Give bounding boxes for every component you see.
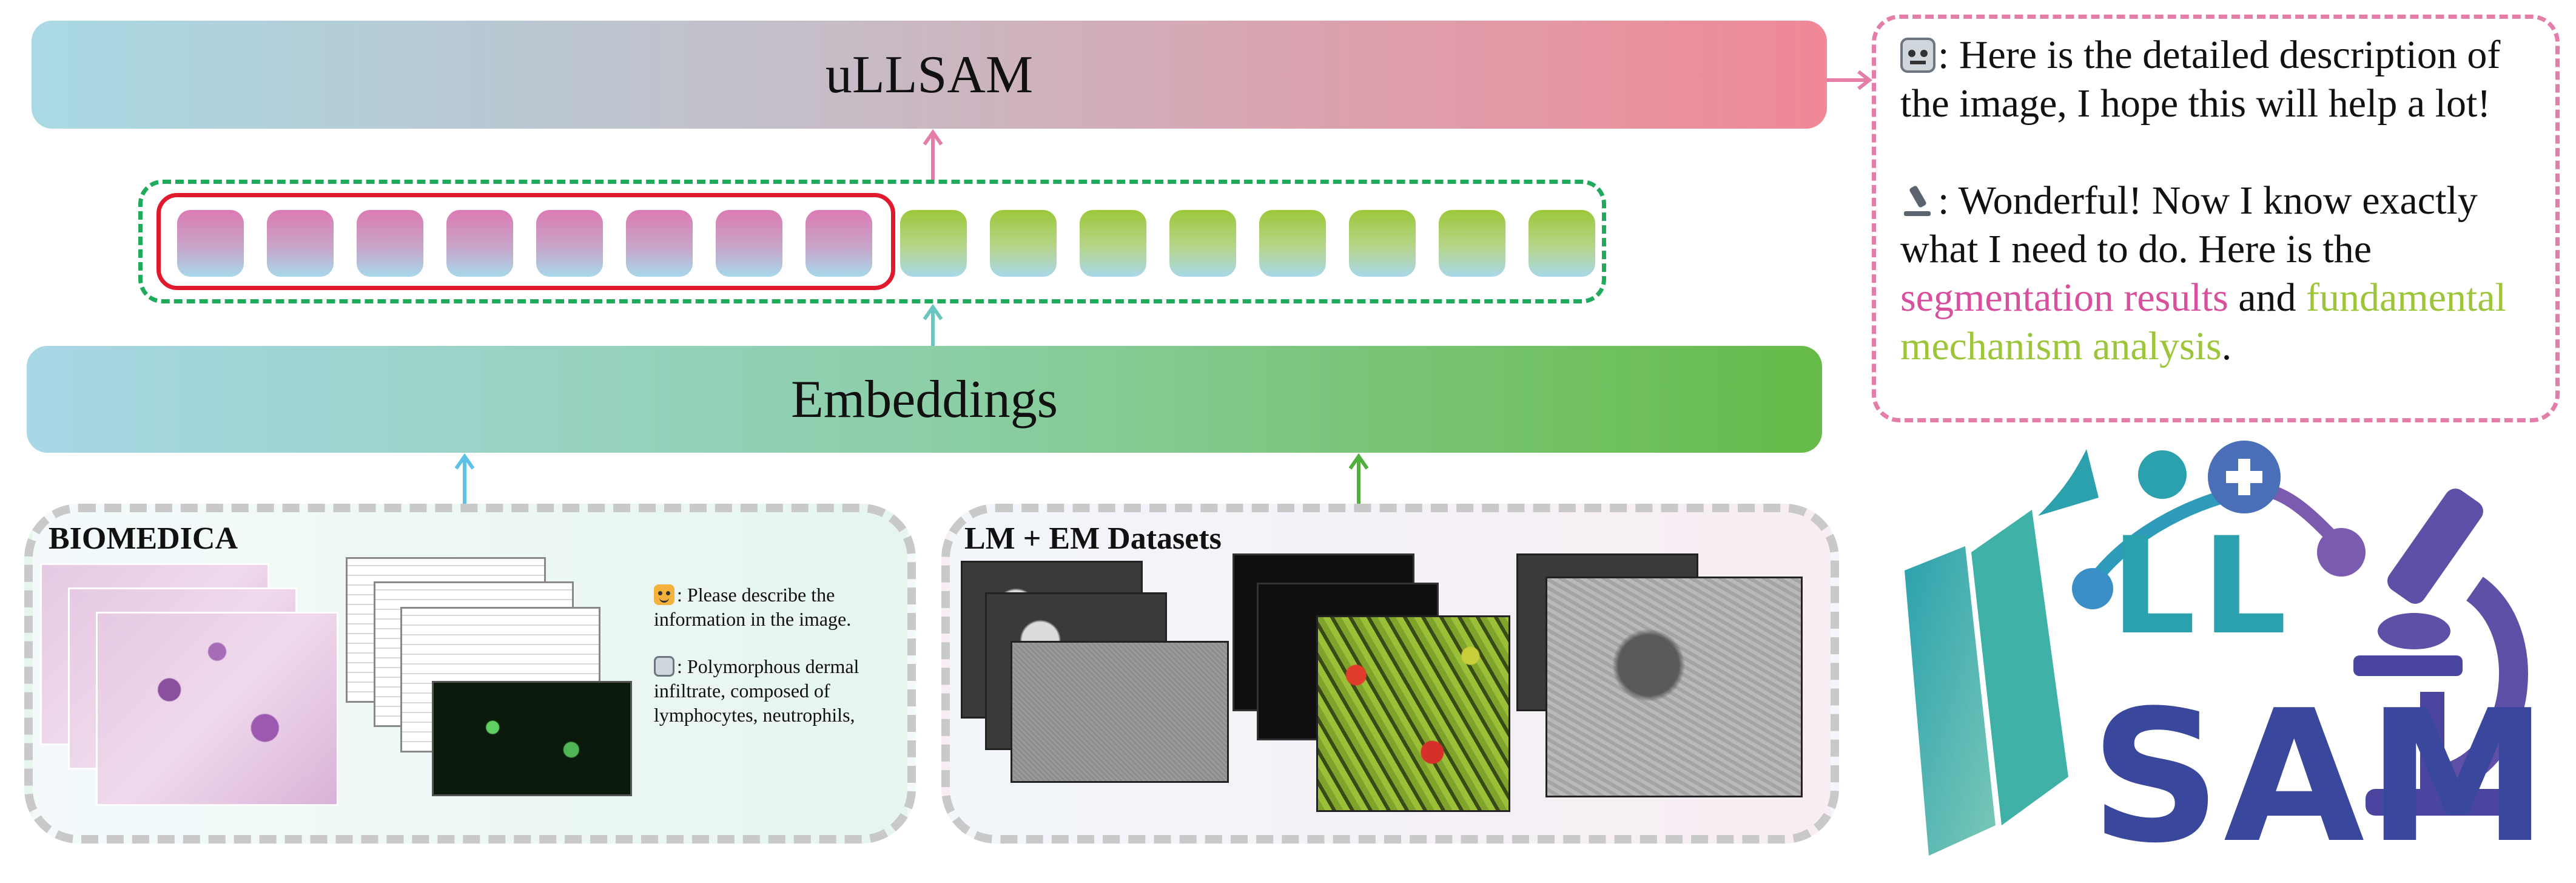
token-pink bbox=[357, 210, 423, 277]
token-pink bbox=[626, 210, 693, 277]
arrow-to-response bbox=[1827, 70, 1872, 90]
image-tokens-frame bbox=[156, 193, 895, 290]
arrow-biomedica-to-embeddings bbox=[454, 453, 475, 509]
logo-sam-text: SAM bbox=[2090, 671, 2551, 883]
user-chat-message: : Please describe the information in the… bbox=[654, 584, 852, 630]
book-icon bbox=[1905, 449, 2099, 856]
user-response: : Wonderful! Now I know exactly what I n… bbox=[1900, 178, 2506, 368]
fluorescence-figure-image bbox=[432, 681, 632, 796]
bot-response: : Here is the detailed description of th… bbox=[1900, 33, 2501, 126]
token-green bbox=[990, 210, 1057, 277]
token-green bbox=[900, 210, 967, 277]
token-green bbox=[1528, 210, 1595, 277]
token-green bbox=[1349, 210, 1416, 277]
robot-icon bbox=[654, 656, 674, 677]
ullsam-bar: uLLSAM bbox=[32, 21, 1827, 129]
token-pink bbox=[177, 210, 244, 277]
mechanism-analysis-text: fundamental mechanism analysis bbox=[1900, 276, 2506, 368]
ullsam-logo bbox=[1905, 441, 2528, 856]
microscope-icon bbox=[2353, 489, 2528, 816]
token-pink bbox=[805, 210, 872, 277]
smile-face-icon bbox=[654, 584, 674, 605]
robot-icon bbox=[1900, 38, 1935, 73]
microscope-icon bbox=[1900, 183, 1935, 218]
token-green bbox=[1169, 210, 1236, 277]
token-green bbox=[1259, 210, 1326, 277]
token-pink bbox=[716, 210, 782, 277]
embeddings-bar: Embeddings bbox=[27, 346, 1822, 453]
bot-chat-message: : Polymorphous dermal infiltrate, compos… bbox=[654, 655, 859, 726]
fluorescence-image bbox=[1316, 615, 1510, 812]
ullsam-label: uLLSAM bbox=[825, 45, 1034, 104]
arrow-embeddings-to-tokens bbox=[923, 303, 943, 347]
histology-image bbox=[96, 612, 338, 806]
token-pink bbox=[536, 210, 603, 277]
arrow-tokens-to-ullsam bbox=[923, 129, 943, 180]
all-tokens-frame bbox=[138, 180, 1606, 303]
biomedica-title: BIOMEDICA bbox=[49, 521, 238, 556]
lm-image bbox=[1011, 641, 1229, 783]
token-pink bbox=[267, 210, 334, 277]
response-box: : Here is the detailed description of th… bbox=[1872, 15, 2560, 422]
logo-ll-text: LL bbox=[2111, 509, 2293, 664]
segmentation-results-text: segmentation results bbox=[1900, 276, 2228, 320]
token-pink bbox=[446, 210, 513, 277]
embeddings-label: Embeddings bbox=[791, 370, 1058, 429]
em-image bbox=[1545, 577, 1803, 797]
arrow-lmem-to-embeddings bbox=[1348, 453, 1369, 509]
token-green bbox=[1439, 210, 1505, 277]
lmem-title: LM + EM Datasets bbox=[964, 521, 1222, 556]
token-green bbox=[1080, 210, 1146, 277]
